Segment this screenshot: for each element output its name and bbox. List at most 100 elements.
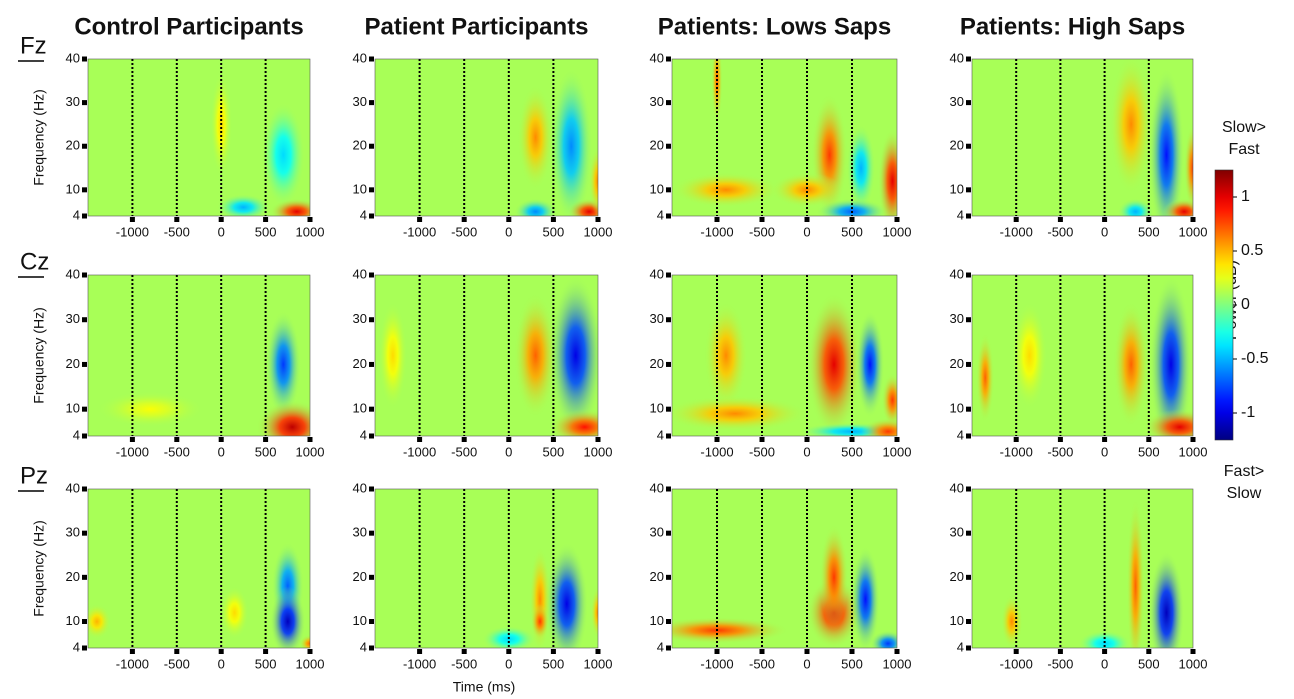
x-tick-mark (417, 217, 422, 222)
x-tick-mark (805, 217, 810, 222)
y-tick-label: 40 (650, 50, 664, 65)
heatmap (375, 275, 620, 445)
y-tick-mark (966, 531, 971, 536)
x-tick-label: 500 (841, 656, 863, 671)
y-tick-label: 40 (950, 266, 964, 281)
x-tick-mark (308, 217, 313, 222)
y-tick-label: 4 (73, 207, 80, 222)
y-tick-mark (966, 57, 971, 62)
y-tick-label: 30 (353, 525, 367, 540)
heatmap-blob (568, 199, 611, 225)
y-tick-mark (369, 619, 374, 624)
heatmap-blob (856, 311, 885, 418)
y-tick-label: 30 (66, 525, 80, 540)
heatmap-blob (663, 396, 807, 432)
x-tick-mark (417, 437, 422, 442)
x-tick-mark (1146, 217, 1151, 222)
x-tick-mark (308, 437, 313, 442)
y-tick-mark (666, 100, 671, 105)
column-title: Patient Participants (364, 13, 588, 40)
y-tick-label: 10 (66, 613, 80, 628)
x-tick-mark (805, 649, 810, 654)
y-tick-label: 10 (353, 181, 367, 196)
y-tick-mark (966, 187, 971, 192)
heatmap-blob (820, 524, 849, 630)
y-tick-label: 10 (650, 401, 664, 416)
y-tick-label: 20 (950, 138, 964, 153)
x-tick-label: 500 (543, 656, 565, 671)
x-tick-label: 1000 (883, 224, 912, 239)
x-tick-label: -1000 (403, 444, 436, 459)
y-tick-mark (966, 619, 971, 624)
y-tick-label: 40 (353, 480, 367, 495)
x-tick-label: -500 (1047, 444, 1073, 459)
y-tick-label: 10 (66, 181, 80, 196)
x-tick-mark (760, 217, 765, 222)
y-tick-label: 20 (353, 138, 367, 153)
colorbar (1215, 170, 1233, 440)
x-tick-mark (1102, 217, 1107, 222)
heatmap-blob (270, 199, 323, 225)
colorbar-bottom-label: Slow (1227, 485, 1262, 502)
y-tick-mark (966, 317, 971, 322)
y-tick-mark (666, 434, 671, 439)
x-tick-mark (174, 437, 179, 442)
x-tick-mark (506, 437, 511, 442)
x-tick-label: 0 (1101, 444, 1108, 459)
heatmap-blob (97, 391, 204, 427)
x-tick-label: 500 (1138, 444, 1160, 459)
row-label: Cz (20, 248, 49, 275)
y-tick-mark (369, 531, 374, 536)
x-tick-mark (1191, 217, 1196, 222)
x-tick-mark (760, 437, 765, 442)
y-tick-mark (966, 487, 971, 492)
y-tick-mark (666, 646, 671, 651)
y-tick-mark (82, 317, 87, 322)
y-tick-mark (966, 575, 971, 580)
y-tick-label: 30 (950, 311, 964, 326)
x-tick-label: 0 (803, 224, 810, 239)
heatmap-blob (704, 302, 747, 409)
x-tick-mark (551, 217, 556, 222)
x-tick-label: 500 (1138, 656, 1160, 671)
x-tick-label: 0 (218, 656, 225, 671)
y-tick-mark (82, 487, 87, 492)
x-tick-label: -500 (451, 224, 477, 239)
y-tick-mark (82, 362, 87, 367)
y-tick-mark (966, 434, 971, 439)
y-tick-mark (666, 531, 671, 536)
heatmap-blob (549, 409, 620, 445)
y-axis-label: Frequency (Hz) (31, 520, 47, 616)
x-tick-label: -1000 (116, 656, 149, 671)
x-tick-mark (895, 217, 900, 222)
y-tick-mark (82, 646, 87, 651)
x-tick-label: -500 (749, 444, 775, 459)
heatmap-blob (518, 85, 554, 190)
y-tick-label: 4 (73, 639, 80, 654)
heatmap-blob (379, 302, 408, 409)
y-tick-mark (82, 619, 87, 624)
x-tick-label: 1000 (1179, 224, 1208, 239)
x-tick-label: -500 (451, 444, 477, 459)
colorbar-tick-label: 0 (1241, 296, 1250, 313)
x-tick-label: 500 (543, 224, 565, 239)
y-tick-label: 30 (353, 94, 367, 109)
y-tick-label: 10 (66, 401, 80, 416)
y-tick-mark (666, 317, 671, 322)
y-tick-label: 10 (650, 613, 664, 628)
x-tick-label: -500 (164, 224, 190, 239)
x-tick-mark (506, 217, 511, 222)
y-tick-mark (82, 144, 87, 149)
y-tick-label: 20 (950, 356, 964, 371)
y-tick-label: 4 (957, 207, 964, 222)
x-tick-mark (219, 437, 224, 442)
heatmap-blob (1110, 55, 1152, 195)
y-tick-label: 10 (950, 613, 964, 628)
y-tick-label: 40 (650, 480, 664, 495)
x-tick-mark (1102, 437, 1107, 442)
y-tick-mark (369, 646, 374, 651)
x-tick-label: 1000 (296, 224, 325, 239)
y-tick-mark (666, 407, 671, 412)
y-tick-mark (966, 273, 971, 278)
y-tick-label: 30 (950, 94, 964, 109)
